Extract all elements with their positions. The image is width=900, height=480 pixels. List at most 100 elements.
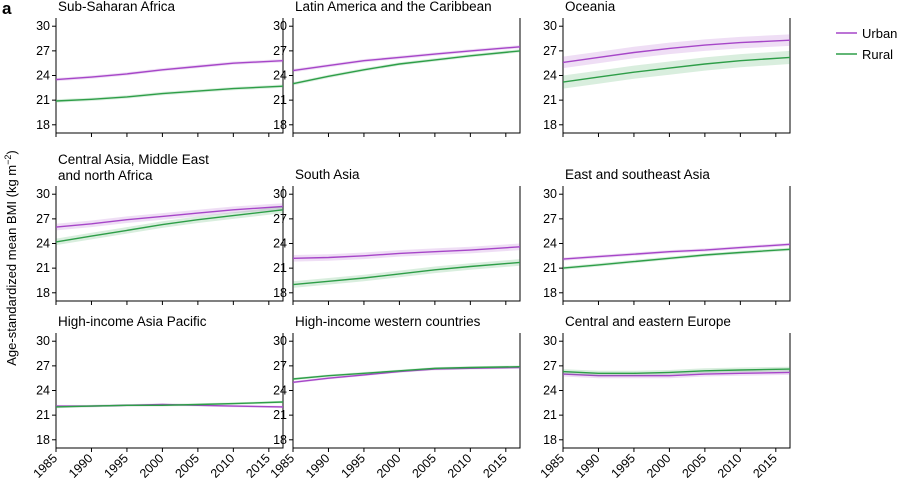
- x-tick-label: 2015: [750, 451, 780, 480]
- y-axis-label: Age-standardized mean BMI (kg m−2): [3, 150, 19, 365]
- y-tick-label: 18: [273, 433, 287, 447]
- series-line-urban: [562, 371, 791, 377]
- series-line-rural: [562, 368, 791, 374]
- y-axis-label-exponent: −2: [3, 155, 13, 165]
- panel-frame: [562, 186, 791, 302]
- y-tick-label: 30: [543, 19, 557, 33]
- panel-frame: [292, 333, 521, 449]
- series-line-rural: [562, 248, 791, 269]
- series-line-rural: [292, 366, 521, 380]
- panel-4: South Asia 18 21 24 27 30: [273, 167, 521, 305]
- x-tick-label: 1990: [66, 451, 96, 480]
- y-tick-label: 24: [543, 69, 557, 83]
- y-tick-label: 21: [36, 93, 50, 107]
- y-tick-label: 18: [543, 286, 557, 300]
- y-tick-label: 27: [36, 44, 50, 58]
- y-axis-label-main: Age-standardized mean BMI (kg m: [4, 165, 19, 366]
- panel-title: High-income western countries: [295, 314, 481, 329]
- y-tick-label: 24: [273, 384, 287, 398]
- series-line-urban: [292, 246, 521, 259]
- series-line-urban: [55, 205, 284, 228]
- legend: Urban Rural: [836, 26, 897, 62]
- series-line-rural: [562, 56, 791, 83]
- series-line-rural: [292, 50, 521, 85]
- panel-title: East and southeast Asia: [565, 167, 710, 182]
- y-tick-label: 30: [543, 187, 557, 201]
- y-tick-label: 24: [36, 69, 50, 83]
- x-tick-label: 2000: [137, 451, 167, 480]
- y-tick-label: 24: [273, 237, 287, 251]
- x-tick-label: 1995: [608, 451, 638, 480]
- panel-2: Oceania 18 21 24 27 30: [543, 0, 791, 137]
- y-tick-label: 30: [36, 187, 50, 201]
- panel-5: East and southeast Asia 18 21 24 27 30: [543, 167, 791, 305]
- x-tick-label: 1985: [538, 451, 568, 480]
- series-line-rural: [292, 261, 521, 286]
- panel-frame: [55, 18, 284, 134]
- y-tick-label: 30: [273, 187, 287, 201]
- y-tick-label: 18: [36, 286, 50, 300]
- panel-title: Sub-Saharan Africa: [58, 0, 176, 14]
- y-tick-label: 18: [36, 118, 50, 132]
- y-tick-label: 27: [273, 359, 287, 373]
- y-tick-label: 27: [273, 44, 287, 58]
- panel-7: High-income western countries 18 21 24 27 30 1…: [268, 314, 521, 480]
- panel-title: Latin America and the Caribbean: [295, 0, 492, 14]
- panel-title: Oceania: [565, 0, 616, 14]
- panel-8: Central and eastern Europe 18 21 24 27 30 1985…: [538, 314, 791, 480]
- y-axis-label-close: ): [4, 150, 19, 154]
- y-tick-label: 21: [543, 261, 557, 275]
- y-tick-label: 27: [543, 44, 557, 58]
- x-tick-label: 2010: [445, 451, 475, 480]
- x-tick-label: 1985: [31, 451, 61, 480]
- series-line-rural: [55, 209, 284, 243]
- y-tick-label: 24: [36, 237, 50, 251]
- y-tick-label: 21: [36, 261, 50, 275]
- y-tick-label: 27: [36, 212, 50, 226]
- y-tick-label: 30: [543, 334, 557, 348]
- y-tick-label: 27: [543, 212, 557, 226]
- y-tick-label: 18: [273, 286, 287, 300]
- y-tick-label: 24: [543, 384, 557, 398]
- y-tick-label: 21: [543, 408, 557, 422]
- panel-title: High-income Asia Pacific: [58, 314, 207, 329]
- panel-letter: a: [2, 0, 12, 18]
- legend-label-urban: Urban: [862, 26, 897, 41]
- panel-frame: [562, 333, 791, 449]
- y-tick-label: 27: [273, 212, 287, 226]
- panel-title: and north Africa: [58, 168, 153, 183]
- panel-title: Central and eastern Europe: [565, 314, 731, 329]
- panel-frame: [55, 186, 284, 302]
- series-line-urban: [292, 366, 521, 383]
- series-line-urban: [292, 46, 521, 72]
- x-tick-label: 1985: [268, 451, 298, 480]
- x-tick-label: 2000: [644, 451, 674, 480]
- x-tick-label: 1995: [101, 451, 131, 480]
- y-tick-label: 21: [543, 93, 557, 107]
- y-tick-label: 30: [36, 19, 50, 33]
- y-tick-label: 30: [36, 334, 50, 348]
- y-tick-label: 24: [273, 69, 287, 83]
- x-tick-label: 2010: [208, 451, 238, 480]
- series-line-rural: [55, 85, 284, 102]
- x-tick-label: 2000: [374, 451, 404, 480]
- y-tick-label: 27: [36, 359, 50, 373]
- x-tick-label: 2005: [679, 451, 709, 480]
- series-line-urban: [562, 243, 791, 260]
- x-tick-label: 2005: [409, 451, 439, 480]
- y-tick-label: 30: [273, 334, 287, 348]
- x-tick-label: 1995: [338, 451, 368, 480]
- y-tick-label: 21: [36, 408, 50, 422]
- x-tick-label: 2010: [715, 451, 745, 480]
- series-line-urban: [55, 60, 284, 81]
- panel-frame: [55, 333, 284, 449]
- y-tick-label: 18: [543, 433, 557, 447]
- panel-grid: Sub-Saharan Africa 18 21 24 27 30 Latin Americ…: [31, 0, 791, 480]
- series-line-rural: [55, 401, 284, 408]
- panel-1: Latin America and the Caribbean 18 21 24 27 3…: [273, 0, 521, 137]
- panel-title: Central Asia, Middle East: [58, 152, 209, 167]
- y-tick-label: 24: [36, 384, 50, 398]
- x-tick-label: 1990: [573, 451, 603, 480]
